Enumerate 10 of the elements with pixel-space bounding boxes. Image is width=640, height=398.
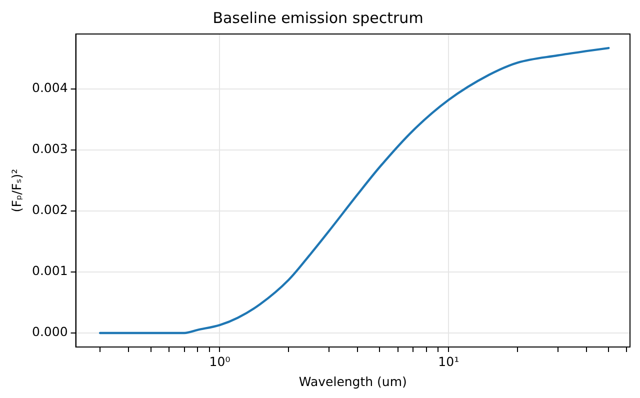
y-tick-label: 0.001 [32,263,68,278]
y-tick-label: 0.002 [32,202,68,218]
y-tick-label: 0.004 [32,80,68,96]
y-tick-label: 0.000 [32,324,68,340]
x-tick-label: 10¹ [438,354,460,369]
x-axis-title: Wavelength (um) [298,374,407,389]
y-tick-label: 0.003 [32,141,68,156]
chart-title: Baseline emission spectrum [212,8,424,27]
x-tick-label: 10⁰ [209,354,230,369]
y-axis-title: (Fₚ/Fₛ)² [8,168,24,212]
